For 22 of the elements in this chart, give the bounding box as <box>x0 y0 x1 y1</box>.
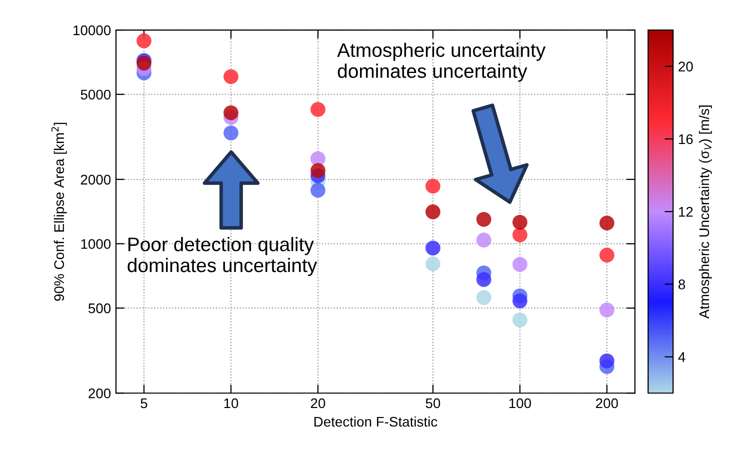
x-tick-label: 20 <box>310 398 326 408</box>
y-tick-label: 5000 <box>80 90 111 100</box>
y-tick-label: 2000 <box>80 174 111 185</box>
y-tick-label: 200 <box>88 388 111 398</box>
x-axis-title: Detection F-Statistic <box>314 416 438 427</box>
x-tick-label: 50 <box>426 398 440 408</box>
y-tick-label: 1000 <box>81 239 111 249</box>
x-tick-label: 100 <box>509 398 531 408</box>
annotation: Atmospheric uncertainty dominates uncertainty <box>337 42 546 82</box>
x-tick-label: 10 <box>224 398 238 408</box>
color-bar-label: 8 <box>678 280 686 290</box>
x-tick-label: 5 <box>140 398 148 408</box>
y-tick-label: 500 <box>88 303 111 314</box>
color-bar-label: 12 <box>679 206 693 217</box>
color-bar-title: Atmospheric Uncertainty (σ$_{V}$) [m/s] <box>698 106 712 319</box>
y-axis-title: 90% Conf. Ellipse Area [km$^{2}$] <box>51 122 67 301</box>
x-tick-label: 200 <box>596 398 618 408</box>
color-bar-label: 16 <box>679 134 693 144</box>
color-bar-label: 20 <box>678 62 693 72</box>
annotation: Poor detection quality dominates uncertainty <box>128 236 318 276</box>
color-bar-label: 4 <box>678 352 686 362</box>
y-tick-label: 10000 <box>74 25 111 36</box>
